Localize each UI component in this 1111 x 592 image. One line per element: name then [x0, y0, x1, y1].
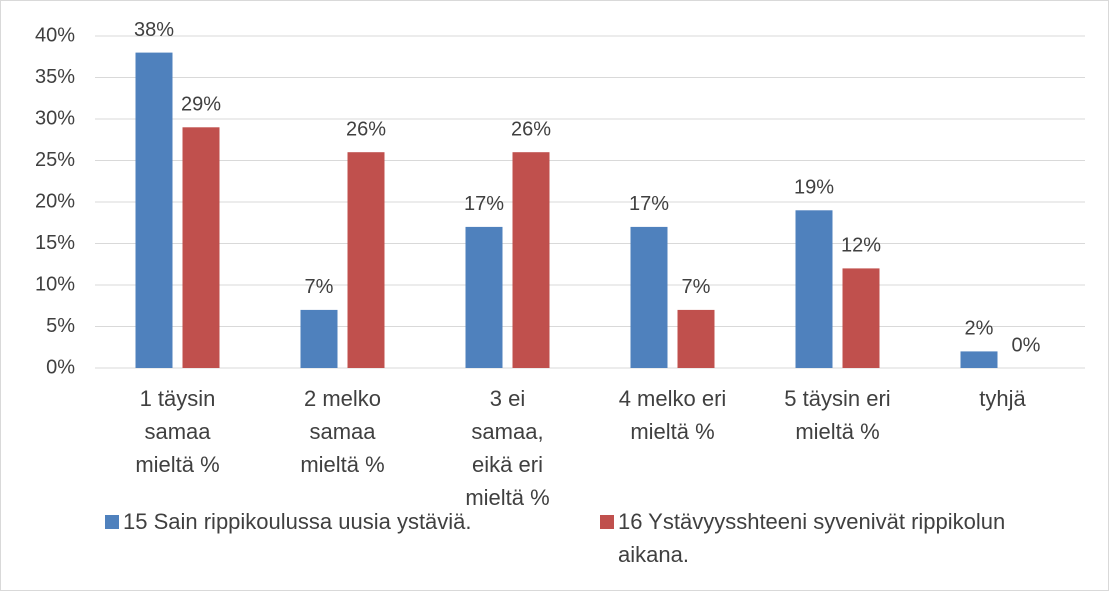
- data-label: 7%: [682, 276, 711, 298]
- y-tick-label: 30%: [35, 107, 75, 129]
- bar: [842, 268, 880, 368]
- bar: [182, 127, 220, 368]
- bar: [465, 226, 503, 368]
- y-tick-label: 15%: [35, 232, 75, 254]
- data-label: 2%: [965, 318, 994, 340]
- x-tick-label: 3 ei samaa, eikä eri mieltä %: [465, 386, 549, 510]
- bar: [512, 152, 550, 368]
- y-tick-label: 25%: [35, 149, 75, 171]
- legend-swatch: [105, 515, 119, 529]
- data-label: 12%: [841, 235, 881, 257]
- data-label: 26%: [346, 118, 386, 140]
- x-tick-label: 4 melko eri mieltä %: [619, 386, 727, 444]
- bar: [347, 152, 385, 368]
- data-label: 38%: [134, 19, 174, 41]
- data-label: 0%: [1012, 334, 1041, 356]
- bar: [300, 309, 338, 368]
- x-tick-label: 1 täysin samaa mieltä %: [135, 386, 219, 477]
- data-label: 19%: [794, 177, 834, 199]
- bar: [135, 52, 173, 368]
- y-tick-label: 20%: [35, 190, 75, 212]
- x-tick-label: tyhjä: [979, 386, 1026, 411]
- bar: [795, 210, 833, 368]
- y-tick-label: 10%: [35, 273, 75, 295]
- bar: [960, 351, 998, 368]
- y-tick-label: 35%: [35, 66, 75, 88]
- data-label: 7%: [305, 276, 334, 298]
- y-tick-label: 5%: [46, 315, 75, 337]
- y-tick-label: 40%: [35, 24, 75, 46]
- data-label: 26%: [511, 118, 551, 140]
- legend-swatch: [600, 515, 614, 529]
- x-tick-label: 5 täysin eri mieltä %: [784, 386, 890, 444]
- bar: [677, 309, 715, 368]
- legend-label: 15 Sain rippikoulussa uusia ystäviä.: [123, 509, 472, 534]
- y-tick-label: 0%: [46, 356, 75, 378]
- bar: [630, 226, 668, 368]
- data-label: 17%: [464, 193, 504, 215]
- x-tick-label: 2 melko samaa mieltä %: [300, 386, 384, 477]
- legend-label: 16 Ystävyysshteeni syvenivät rippikolun a…: [618, 509, 1005, 567]
- data-label: 29%: [181, 94, 221, 116]
- data-label: 17%: [629, 193, 669, 215]
